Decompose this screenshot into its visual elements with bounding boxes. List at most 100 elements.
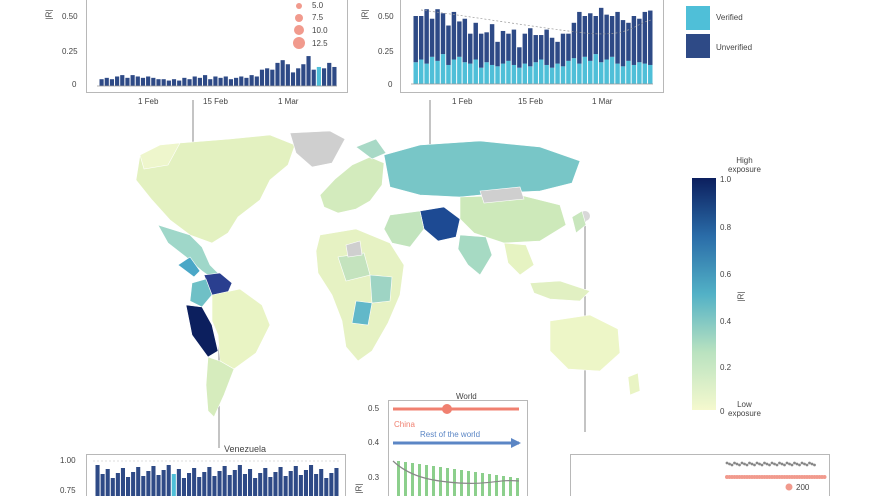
top-left-ytick-025: 0.25 <box>62 47 78 56</box>
bottom-right-dot <box>810 462 814 466</box>
bottom-right-dot <box>808 461 811 465</box>
top-left-bar <box>192 76 197 86</box>
bottom-right-dot <box>768 463 771 467</box>
bottom-left-bar <box>329 473 334 496</box>
size-legend-dot <box>295 14 303 22</box>
region-central-america <box>177 256 201 278</box>
top-middle-unverified-bar <box>642 11 648 64</box>
region-middle-east <box>383 210 425 248</box>
top-middle-xtick-15feb: 15 Feb <box>518 97 543 106</box>
bottom-middle-bar <box>425 465 428 496</box>
top-middle-unverified-bar <box>446 25 451 65</box>
bottom-right-dot <box>725 461 729 465</box>
bottom-left-bar <box>222 466 227 496</box>
top-left-bar <box>228 79 234 86</box>
bottom-right-dot <box>800 461 804 465</box>
bottom-left-bar <box>268 477 273 496</box>
bottom-middle-bar <box>474 472 477 496</box>
colorbar-high-label: High exposure <box>728 156 761 174</box>
top-middle-verified-bar <box>451 59 457 84</box>
region-north-america <box>135 134 296 244</box>
top-middle-xtick-1feb: 1 Feb <box>452 97 473 106</box>
bottom-middle-bar <box>432 466 435 496</box>
top-middle-unverified-bar <box>489 24 495 65</box>
top-middle-unverified-bar <box>604 14 609 60</box>
top-middle-verified-bar <box>631 64 637 84</box>
bottom-left-bar <box>126 477 131 496</box>
top-middle-verified-bar <box>429 56 435 84</box>
bottom-left-bar <box>95 465 100 496</box>
bottom-left-bar <box>263 468 268 496</box>
top-left-bar <box>306 56 311 86</box>
region-new-zealand <box>627 372 641 396</box>
bottom-left-bar <box>156 475 161 496</box>
bottom-middle-china-label: China <box>394 420 415 429</box>
bottom-left-bar <box>324 478 329 496</box>
region-africa <box>315 228 405 362</box>
top-left-bar <box>332 66 337 86</box>
top-middle-unverified-bar <box>473 22 478 60</box>
top-left-bar <box>311 69 316 86</box>
bottom-right-dot <box>773 462 776 466</box>
colorbar-gradient <box>692 178 716 410</box>
top-left-bar <box>187 79 192 86</box>
top-left-bar <box>208 79 213 86</box>
colorbar-tick-04: 0.4 <box>720 317 732 326</box>
bottom-left-bar <box>131 472 136 496</box>
top-middle-unverified-bar <box>615 11 620 64</box>
bottom-left-bar <box>151 466 156 496</box>
top-left-bar <box>275 62 280 86</box>
top-left-bar <box>120 75 125 86</box>
region-central-africa <box>351 300 373 326</box>
verified-label: Verified <box>716 13 743 22</box>
size-legend-label-75: 7.5 <box>312 13 324 22</box>
bottom-right-dot <box>803 462 806 466</box>
size-legend-label-5: 5.0 <box>312 1 324 10</box>
region-alaska <box>139 142 181 170</box>
top-middle-verified-bar <box>473 59 478 84</box>
bottom-right-chart-panel <box>570 454 830 496</box>
unverified-swatch <box>686 34 710 58</box>
top-middle-verified-bar <box>511 64 517 84</box>
bottom-middle-bar <box>404 462 407 496</box>
bottom-left-title: Venezuela <box>224 444 267 454</box>
top-middle-verified-bar <box>604 59 609 84</box>
top-left-chart-svg <box>97 56 337 87</box>
top-left-chart-panel <box>86 0 348 93</box>
bottom-right-dot <box>733 461 736 465</box>
bottom-right-dot <box>780 462 784 466</box>
top-middle-verified-bar <box>549 67 555 84</box>
top-left-bar <box>104 77 109 86</box>
top-middle-unverified-bar <box>533 35 538 63</box>
size-legend-dot <box>293 37 305 49</box>
top-middle-unverified-bar <box>413 16 418 63</box>
bottom-middle-bar <box>502 476 505 496</box>
bottom-left-bar <box>207 467 212 496</box>
top-middle-unverified-bar <box>457 21 462 57</box>
top-middle-verified-bar <box>626 60 631 84</box>
bottom-middle-world-label: World <box>456 392 477 401</box>
bottom-right-dot <box>778 461 781 465</box>
bottom-middle-bar <box>495 475 498 496</box>
top-middle-unverified-bar <box>484 32 489 63</box>
bottom-right-legend-value: 200 <box>796 483 810 492</box>
colorbar-tick-08: 0.8 <box>720 223 732 232</box>
bottom-right-dot <box>795 462 799 466</box>
bottom-left-bar <box>197 477 202 496</box>
top-middle-verified-bar <box>468 63 473 84</box>
bottom-left-bar <box>217 471 222 496</box>
top-middle-verified-bar <box>637 62 642 84</box>
top-left-ytick-050: 0.50 <box>62 12 78 21</box>
top-middle-unverified-bar <box>648 10 653 65</box>
region-no-data <box>345 240 363 258</box>
top-middle-chart-svg <box>411 7 653 85</box>
top-middle-unverified-bar <box>435 9 440 61</box>
bottom-right-dot <box>760 463 764 467</box>
top-left-bar <box>254 76 259 86</box>
top-middle-unverified-bar <box>626 22 631 61</box>
bottom-left-bar <box>273 472 278 496</box>
bottom-right-dot <box>770 461 774 465</box>
top-middle-verified-bar <box>538 59 544 84</box>
top-middle-verified-bar <box>544 64 549 84</box>
bottom-middle-ytick-04: 0.4 <box>368 438 380 447</box>
